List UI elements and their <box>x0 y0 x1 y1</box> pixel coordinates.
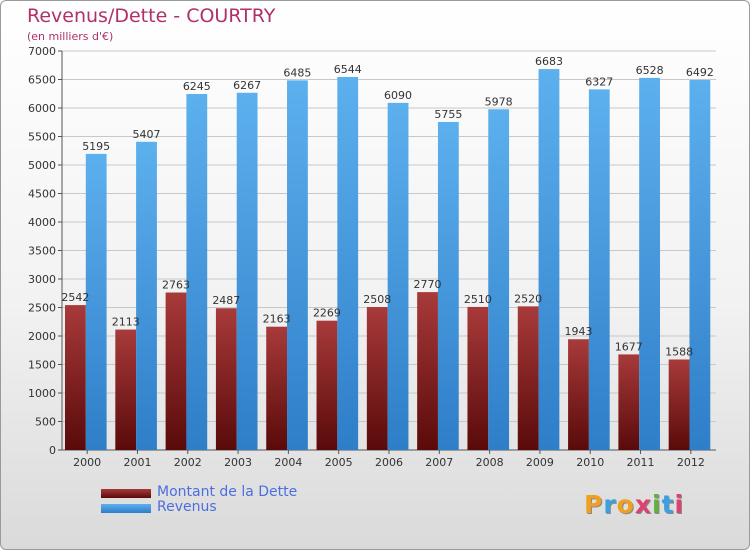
bar-dette <box>366 307 388 450</box>
logo-letter: i <box>652 490 662 519</box>
x-tick-label: 2006 <box>375 456 403 469</box>
bar-revenus <box>488 109 510 450</box>
legend-swatch-revenus <box>101 504 151 513</box>
data-label-dette: 2163 <box>263 313 291 326</box>
x-tick-label: 2005 <box>325 456 353 469</box>
data-label-revenus: 6245 <box>183 80 211 93</box>
y-tick-label: 3500 <box>28 245 56 258</box>
bar-dette <box>215 308 237 450</box>
bar-revenus <box>588 89 610 451</box>
bar-revenus <box>689 79 711 451</box>
logo-letter: x <box>634 490 652 519</box>
data-label-revenus: 6485 <box>283 66 311 79</box>
y-tick-label: 500 <box>35 416 56 429</box>
bar-dette <box>417 292 438 450</box>
logo-letter: r <box>603 490 617 519</box>
data-label-dette: 2508 <box>363 293 391 306</box>
axes: 0 500 1000 1500 2000 2500 3000 3500 4000 4500 5000… <box>28 45 716 469</box>
data-label-dette: 1943 <box>564 325 592 338</box>
x-tick-label: 2003 <box>224 456 252 469</box>
x-tick-label: 2001 <box>123 456 151 469</box>
y-tick-label: 6500 <box>28 74 56 87</box>
bars <box>65 69 711 451</box>
bar-revenus <box>236 92 258 450</box>
bar-dette <box>467 306 489 450</box>
legend-label-revenus: Revenus <box>157 499 217 515</box>
data-label-revenus: 5978 <box>485 95 513 108</box>
logo-letter: o <box>616 490 635 519</box>
x-tick-label: 2011 <box>627 456 655 469</box>
y-tick-label: 6000 <box>28 102 56 115</box>
bar-dette <box>568 339 589 450</box>
y-tick-label: 4000 <box>28 216 56 229</box>
logo-letter: i <box>674 490 685 519</box>
data-label-dette: 2542 <box>61 291 89 304</box>
bar-dette <box>165 292 187 450</box>
data-label-revenus: 6090 <box>384 89 412 102</box>
data-label-dette: 2487 <box>212 294 240 307</box>
bar-revenus <box>538 69 560 450</box>
x-tick-label: 2000 <box>73 456 101 469</box>
bar-dette <box>115 329 137 450</box>
y-tick-label: 3000 <box>28 273 56 286</box>
x-tick-label: 2012 <box>677 456 705 469</box>
y-tick-label: 5500 <box>28 131 56 144</box>
bar-revenus <box>337 76 359 450</box>
data-label-revenus: 6544 <box>334 63 362 76</box>
y-tick-label: 7000 <box>28 45 56 58</box>
y-tick-label: 5000 <box>28 159 56 172</box>
data-label-revenus: 6528 <box>636 64 664 77</box>
data-label-revenus: 5755 <box>434 108 462 121</box>
legend-swatch-dette <box>101 489 151 498</box>
x-tick-label: 2010 <box>576 456 604 469</box>
data-label-dette: 2770 <box>414 278 442 291</box>
x-tick-label: 2007 <box>425 456 453 469</box>
bar-revenus <box>186 94 208 450</box>
y-tick-label: 1000 <box>28 387 56 400</box>
logo-letter: t <box>661 490 675 519</box>
bar-dette <box>65 305 86 450</box>
y-tick-label: 2500 <box>28 302 56 315</box>
data-label-revenus: 5195 <box>82 140 110 153</box>
x-tick-label: 2008 <box>476 456 504 469</box>
bar-dette <box>266 326 288 450</box>
proxiti-logo: Proxiti <box>584 490 684 519</box>
legend-label-dette: Montant de la Dette <box>157 484 298 500</box>
data-label-dette: 2510 <box>464 293 492 306</box>
data-label-dette: 2269 <box>313 307 341 320</box>
data-label-revenus: 6683 <box>535 55 563 68</box>
bar-revenus <box>437 121 459 450</box>
bar-dette <box>316 320 338 450</box>
data-label-dette: 1588 <box>665 345 693 358</box>
data-label-dette: 2763 <box>162 279 190 292</box>
x-tick-label: 2009 <box>526 456 554 469</box>
y-tick-label: 0 <box>49 444 56 457</box>
data-labels: 2542 5195 2113 5407 2763 6245 2487 6267 2163 6485… <box>61 55 713 358</box>
y-tick-label: 1500 <box>28 359 56 372</box>
bar-dette <box>618 354 640 450</box>
chart-title: Revenus/Dette - COURTRY <box>27 5 276 27</box>
x-tick-label: 2002 <box>174 456 202 469</box>
logo-letter: P <box>584 490 604 519</box>
bar-dette <box>668 359 690 450</box>
data-label-revenus: 6492 <box>686 66 714 79</box>
bar-revenus <box>85 153 107 450</box>
data-label-dette: 2113 <box>112 316 140 329</box>
data-label-revenus: 5407 <box>133 128 161 141</box>
data-label-revenus: 6267 <box>233 79 261 92</box>
bar-revenus <box>387 102 409 451</box>
x-tick-label: 2004 <box>274 456 302 469</box>
bar-revenus <box>287 80 308 450</box>
data-label-dette: 1677 <box>615 340 643 353</box>
y-tick-label: 2000 <box>28 330 56 343</box>
y-tick-label: 4500 <box>28 188 56 201</box>
bar-revenus <box>136 141 157 450</box>
chart-subtitle: (en milliers d'€) <box>27 30 114 43</box>
data-label-revenus: 6327 <box>585 75 613 88</box>
bar-dette <box>517 306 539 450</box>
bar-revenus <box>639 77 660 451</box>
data-label-dette: 2520 <box>514 292 542 305</box>
